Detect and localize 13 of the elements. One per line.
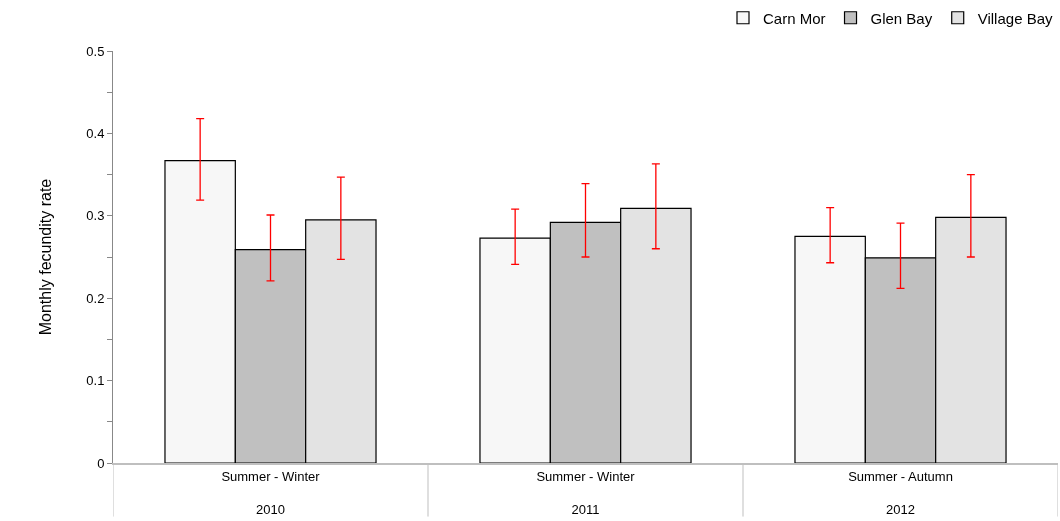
- category-label: Summer - Winter 2010: [221, 468, 320, 518]
- y-tick-label: 0: [97, 455, 105, 471]
- legend-label: Glen Bay: [870, 9, 933, 27]
- category-label: Summer - Autumn 2012: [848, 468, 953, 518]
- legend-label: Village Bay: [977, 9, 1053, 27]
- legend-label: Carn Mor: [763, 9, 826, 27]
- y-tick-label: 0.4: [86, 125, 105, 141]
- y-tick-label: 0.3: [86, 208, 105, 224]
- category-label: Summer - Winter 2011: [536, 468, 635, 518]
- y-axis-title: Monthly fecundity rate: [37, 178, 55, 336]
- y-tick-label: 0.2: [86, 290, 105, 306]
- y-tick-label: 0.1: [86, 373, 105, 389]
- y-tick-label: 0.5: [86, 43, 105, 59]
